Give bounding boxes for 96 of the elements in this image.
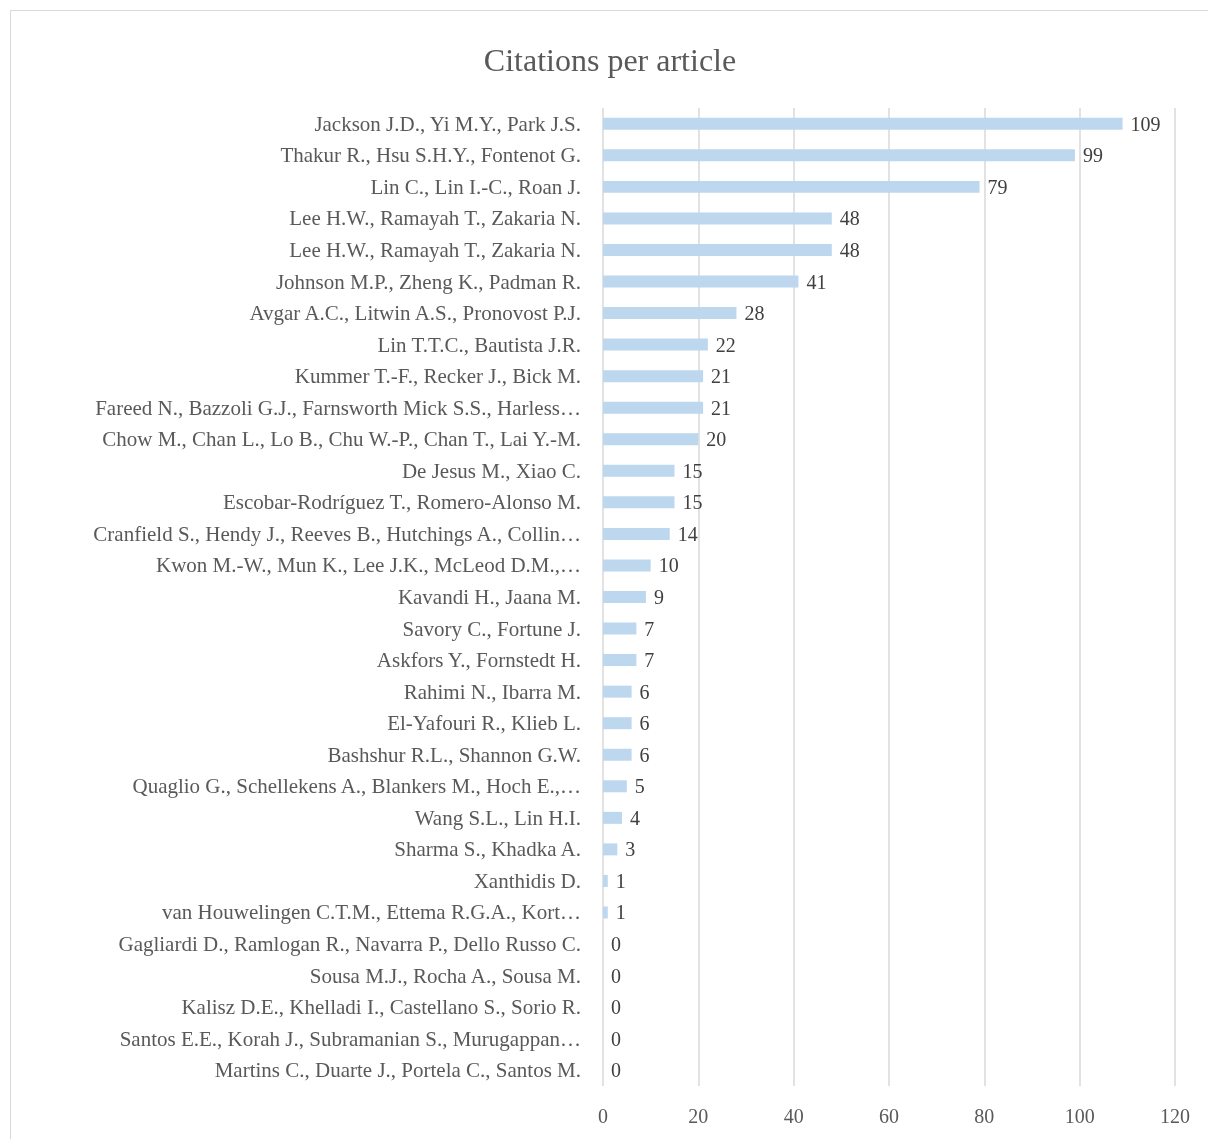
y-tick-label: Gagliardi D., Ramlogan R., Navarra P., Dello Russo C. [118,932,581,957]
y-tick-label: De Jesus M., Xiao C. [401,458,581,483]
y-tick-label: Chow M., Chan L., Lo B., Chu W.-P., Chan T., Lai Y.-M. [102,427,581,452]
bar [603,591,646,603]
bar [603,748,632,761]
bar [603,717,632,730]
data-label: 4 [630,806,641,829]
y-tick-label: Johnson M.P., Zheng K., Padman R. [275,269,581,294]
data-label: 0 [611,996,621,1019]
y-tick-label: Jackson J.D., Yi M.Y., Park J.S. [314,111,581,136]
y-tick-label: Kavandi H., Jaana M. [397,585,581,609]
y-tick-label: Rahimi N., Ibarra M. [403,679,581,704]
y-tick-label: Kummer T.-F., Recker J., Bick M. [294,364,581,389]
bar [603,149,1075,162]
y-tick-label: Sousa M.J., Rocha A., Sousa M. [309,963,581,988]
x-tick-label: 0 [598,1105,608,1127]
y-tick-label: Lee H.W., Ramayah T., Zakaria N. [289,206,581,231]
y-tick-label: Lin C., Lin I.-C., Roan J. [370,174,581,199]
bar [603,307,737,320]
data-label: 1 [615,869,626,892]
bar [603,464,675,477]
x-tick-label: 20 [688,1105,709,1127]
data-label: 22 [715,333,736,356]
bar [603,559,651,572]
x-tick-label: 120 [1160,1105,1190,1127]
data-label: 14 [677,522,698,545]
y-tick-label: Wang S.L., Lin H.I. [414,805,581,830]
y-tick-label: Martins C., Duarte J., Portela C., Santos M. [214,1058,581,1083]
bar [603,811,623,824]
bar [603,527,670,540]
data-label: 48 [839,207,860,230]
bar [603,433,699,446]
y-tick-label: Santos E.E., Korah J., Subramanian S., Murugappan… [119,1026,581,1051]
data-label: 6 [639,712,650,735]
y-tick-label: Sharma S., Khadka A. [394,837,581,862]
y-tick-label: Cranfield S., Hendy J., Reeves B., Hutchings A., Collin… [93,521,581,546]
bar [603,874,608,887]
data-label: 48 [839,238,860,261]
y-tick-label: El-Yafouri R., Klieb L. [387,711,581,736]
bar [603,212,832,225]
bar [603,496,675,509]
bar [603,370,704,383]
data-label: 99 [1082,144,1103,167]
y-tick-label: van Houwelingen C.T.M., Ettema R.G.A., Kort… [162,900,581,925]
x-tick-label: 60 [879,1105,899,1127]
y-tick-label: Lee H.W., Ramayah T., Zakaria N. [289,237,581,262]
y-tick-label: Avgar A.C., Litwin A.S., Pronovost P.J. [249,301,581,326]
data-label: 9 [653,586,664,608]
data-label: 7 [644,649,655,672]
data-label: 7 [644,617,655,640]
data-label: 0 [611,964,621,987]
data-label: 1 [615,901,626,924]
bar [603,654,637,667]
y-tick-label: Fareed N., Bazzoli G.J., Farnsworth Mick S.S., Harless… [95,395,581,420]
bar [603,401,704,414]
bar [603,275,799,288]
data-label: 15 [682,459,703,482]
y-tick-label: Bashshur R.L., Shannon G.W. [327,742,581,767]
data-label: 79 [987,175,1008,198]
data-label: 5 [634,775,645,798]
data-label: 6 [639,743,650,766]
bar [603,338,708,351]
bar [603,243,832,256]
y-tick-label: Quaglio G., Schellekens A., Blankers M., Hoch E.,… [132,774,581,799]
data-label: 109 [1130,112,1161,135]
bar [603,622,637,635]
y-tick-label: Kalisz D.E., Khelladi I., Castellano S., Sorio R. [181,995,581,1020]
data-label: 21 [711,396,732,419]
x-tick-label: 100 [1064,1105,1095,1127]
bar [603,843,618,856]
bar [603,906,608,919]
data-label: 6 [639,680,650,703]
x-tick-label: 40 [783,1105,804,1127]
data-label: 41 [806,270,827,293]
y-tick-label: Escobar-Rodríguez T., Romero-Alonso M. [222,490,581,515]
y-tick-label: Lin T.T.C., Bautista J.R. [377,332,581,357]
chart-title: Citations per article [483,42,737,78]
data-label: 0 [611,933,621,956]
data-label: 15 [682,491,703,514]
y-tick-label: Askfors Y., Fornstedt H. [376,648,581,673]
y-tick-label: Thakur R., Hsu S.H.Y., Fontenot G. [280,143,581,168]
data-label: 28 [744,302,765,325]
y-tick-label: Savory C., Fortune J. [402,616,581,641]
bar [603,780,627,793]
y-tick-label: Xanthidis D. [473,868,581,893]
data-label: 3 [625,838,636,861]
data-label: 10 [658,554,679,577]
bar [603,117,1123,130]
data-label: 0 [611,1059,621,1082]
data-label: 0 [611,1027,621,1050]
data-label: 21 [711,365,732,388]
data-label: 20 [706,428,727,451]
y-tick-label: Kwon M.-W., Mun K., Lee J.K., McLeod D.M.,… [155,553,581,578]
x-tick-label: 80 [974,1105,995,1127]
bar [603,180,980,193]
bar [603,685,632,698]
